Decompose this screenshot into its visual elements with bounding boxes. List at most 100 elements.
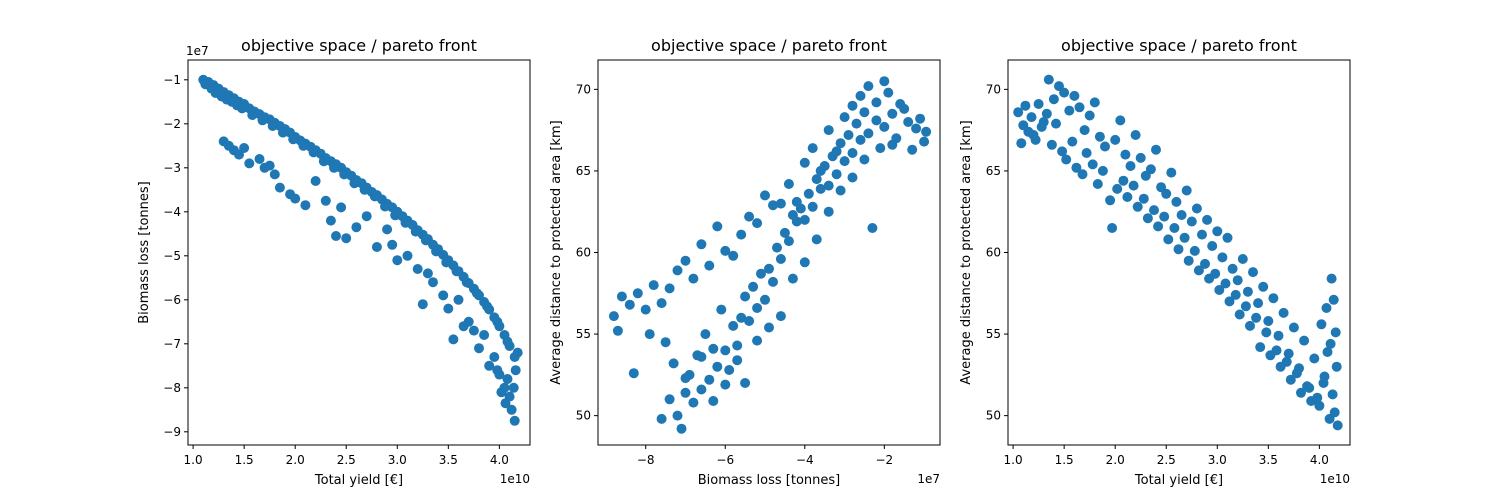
scatter-point <box>1118 175 1129 186</box>
scatter-point <box>298 140 309 151</box>
scatter-point <box>410 226 421 237</box>
scatter-point <box>688 273 699 284</box>
scatter-point <box>1193 265 1204 276</box>
y-axis-label: Biomass loss [tonnes] <box>137 181 152 323</box>
scatter-point <box>508 382 519 393</box>
y-tick-label: 50 <box>986 409 1001 423</box>
scatter-point <box>863 128 874 139</box>
scatter-point <box>351 222 362 233</box>
scatter-point <box>1316 319 1327 330</box>
plot-title: objective space / pareto front <box>241 36 477 55</box>
scatter-point <box>382 224 393 235</box>
scatter-point <box>851 118 862 129</box>
scatter-point <box>1163 234 1174 245</box>
scatter-point <box>438 290 449 301</box>
scatter-point <box>911 123 922 134</box>
scatter-point <box>1115 115 1126 126</box>
scatter-point <box>680 255 691 266</box>
scatter-point <box>807 201 818 212</box>
scatter-point <box>831 169 842 180</box>
scatter-point <box>835 138 846 149</box>
scatter-point <box>479 330 490 340</box>
scatter-point <box>1237 254 1248 264</box>
scatter-point <box>795 203 806 214</box>
scatter-point <box>708 343 719 354</box>
scatter-point <box>728 250 739 261</box>
scatter-point <box>628 368 639 379</box>
scatter-point <box>1314 400 1325 411</box>
scatter-point <box>1283 348 1294 359</box>
scatter-point <box>1183 255 1194 266</box>
scatter-point <box>799 157 810 168</box>
scatter-point <box>791 216 802 227</box>
scatter-point <box>320 195 331 206</box>
scatter-point <box>863 81 874 92</box>
scatter-point <box>1248 267 1258 278</box>
scatter-point <box>1224 296 1235 307</box>
scatter-point <box>1255 342 1266 353</box>
scatter-point <box>1179 232 1190 243</box>
scatter-point <box>443 303 454 314</box>
scatter-point <box>1077 169 1088 180</box>
scatter-point <box>431 246 442 257</box>
scatter-point <box>672 410 683 421</box>
scatter-point <box>720 379 731 390</box>
scatter-point <box>740 291 751 302</box>
scatter-point <box>1312 392 1323 403</box>
scatter-point <box>428 277 438 288</box>
scatter-point <box>1285 374 1296 385</box>
x-tick-label: 2.0 <box>286 453 305 467</box>
scatter-point <box>752 335 763 346</box>
scatter-point <box>847 172 858 183</box>
x-axis-label: Biomass loss [tonnes] <box>698 473 840 488</box>
scatter-point <box>484 360 495 371</box>
scatter-point <box>752 303 763 313</box>
scatter-point <box>247 110 258 120</box>
scatter-plot-yield-vs-biomass: objective space / pareto front Total yie… <box>137 36 531 488</box>
scatter-point <box>1013 107 1024 118</box>
scatter-point <box>632 288 643 299</box>
scatter-point <box>712 361 723 372</box>
scatter-point <box>1149 205 1159 216</box>
scatter-point <box>341 233 352 244</box>
x-axis-offset-label: 1e10 <box>1320 472 1350 486</box>
x-tick-label: 1.0 <box>1004 453 1023 467</box>
scatter-point <box>318 156 329 167</box>
scatter-point <box>1142 213 1153 224</box>
scatter-point <box>371 242 382 252</box>
scatter-point <box>644 329 655 340</box>
scatter-point <box>883 87 894 98</box>
scatter-point <box>1281 356 1292 367</box>
scatter-point <box>1128 180 1139 191</box>
scatter-point <box>1153 221 1164 232</box>
scatter-point <box>1094 131 1105 142</box>
scatter-point <box>1069 90 1080 101</box>
scatter-point <box>267 121 278 131</box>
y-tick-label: 65 <box>986 164 1001 178</box>
scatter-point <box>1186 216 1197 227</box>
scatter-point <box>1043 74 1054 85</box>
scatter-point <box>1230 289 1241 300</box>
x-tick-label: 1.5 <box>235 453 254 467</box>
scatter-point <box>640 304 651 315</box>
plot-title: objective space / pareto front <box>1061 36 1297 55</box>
scatter-point <box>724 365 735 375</box>
scatter-point <box>1330 327 1341 338</box>
scatter-point <box>680 373 691 384</box>
scatter-point <box>823 125 834 136</box>
scatter-point <box>1016 138 1027 149</box>
scatter-point <box>509 415 520 426</box>
scatter-point <box>1214 285 1225 295</box>
scatter-point <box>310 176 321 186</box>
scatter-point <box>1020 100 1031 111</box>
scatter-point <box>390 210 401 221</box>
scatter-point <box>660 337 671 348</box>
x-tick-label: 1.5 <box>1055 453 1074 467</box>
scatter-point <box>879 121 890 132</box>
scatter-point <box>919 136 930 147</box>
scatter-point <box>807 143 818 154</box>
scatter-point <box>441 257 452 268</box>
y-tick-label: 55 <box>576 327 591 341</box>
scatter-point <box>1268 293 1279 304</box>
scatter-point <box>453 294 464 305</box>
